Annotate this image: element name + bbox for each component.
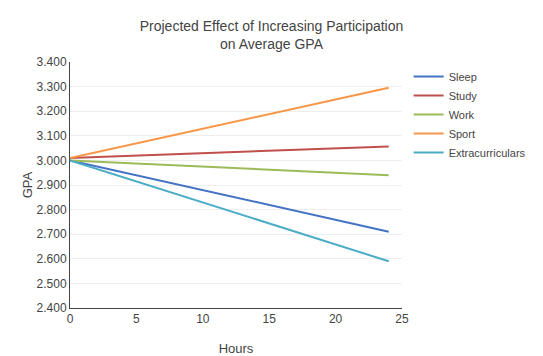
svg-text:GPA: GPA (20, 171, 35, 198)
svg-text:Extracurriculars: Extracurriculars (449, 147, 526, 159)
svg-text:Work: Work (449, 109, 475, 121)
svg-text:2.500: 2.500 (37, 277, 67, 291)
svg-text:20: 20 (329, 312, 343, 326)
svg-text:2.400: 2.400 (37, 301, 67, 315)
svg-text:Sleep: Sleep (449, 71, 477, 83)
svg-text:2.900: 2.900 (37, 178, 67, 192)
svg-text:3.000: 3.000 (37, 154, 67, 168)
svg-text:3.300: 3.300 (37, 80, 67, 94)
svg-text:Sport: Sport (449, 128, 475, 140)
svg-text:Hours: Hours (219, 341, 254, 356)
svg-text:5: 5 (133, 312, 140, 326)
svg-text:10: 10 (196, 312, 210, 326)
svg-text:3.100: 3.100 (37, 129, 67, 143)
svg-text:2.700: 2.700 (37, 227, 67, 241)
svg-text:3.200: 3.200 (37, 104, 67, 118)
svg-text:0: 0 (67, 312, 74, 326)
svg-text:Projected Effect of Increasing: Projected Effect of Increasing Participa… (140, 18, 404, 52)
svg-text:25: 25 (395, 312, 409, 326)
svg-text:3.400: 3.400 (37, 55, 67, 69)
svg-text:2.600: 2.600 (37, 252, 67, 266)
svg-text:Study: Study (449, 90, 478, 102)
svg-text:15: 15 (263, 312, 277, 326)
svg-text:2.800: 2.800 (37, 203, 67, 217)
